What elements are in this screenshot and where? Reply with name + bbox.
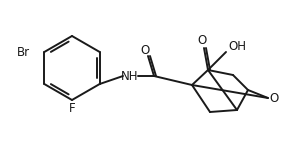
- Text: O: O: [269, 92, 279, 104]
- Text: NH: NH: [121, 70, 139, 82]
- Text: OH: OH: [228, 40, 246, 53]
- Text: F: F: [69, 103, 75, 115]
- Text: Br: Br: [17, 46, 30, 59]
- Text: O: O: [197, 35, 207, 48]
- Text: O: O: [140, 44, 150, 57]
